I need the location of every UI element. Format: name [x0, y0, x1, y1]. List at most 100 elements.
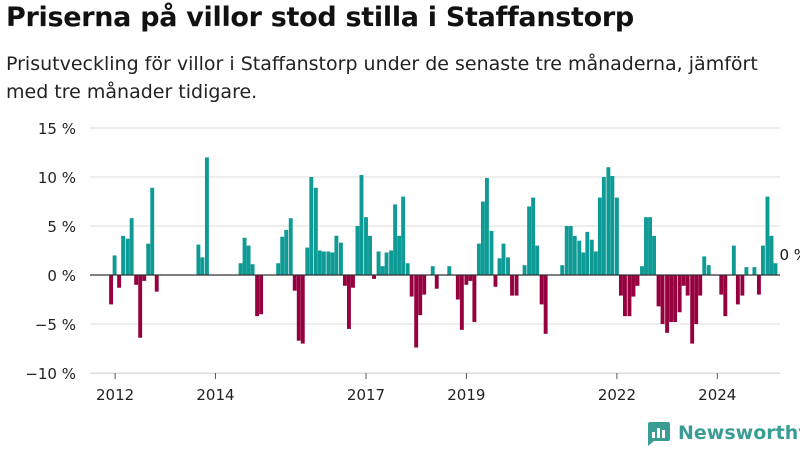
bar: [447, 266, 452, 275]
bar: [564, 226, 569, 275]
bar: [698, 275, 703, 296]
x-axis: 2012 2014 2017 2019 2022 2024: [90, 373, 780, 404]
bar: [346, 275, 351, 329]
bar: [380, 266, 385, 275]
bar: [351, 275, 355, 288]
bar: [585, 231, 590, 275]
bar: [409, 275, 414, 297]
bar: [476, 243, 481, 275]
bar: [305, 247, 310, 275]
bar: [296, 275, 301, 341]
bar-chart-logo-icon: [648, 422, 670, 446]
bar: [276, 263, 281, 275]
bar: [154, 275, 159, 292]
bar: [597, 197, 602, 275]
bar: [769, 235, 774, 275]
bar: [309, 177, 314, 275]
bar: [694, 275, 699, 324]
bar: [681, 275, 686, 286]
bar: [501, 243, 506, 275]
bar: [338, 242, 343, 275]
grid-lines: [90, 127, 780, 374]
bar: [468, 275, 473, 281]
bar: [364, 217, 368, 275]
bar: [719, 275, 724, 295]
bar: [112, 255, 117, 275]
bar: [372, 275, 376, 279]
bar: [560, 265, 565, 275]
newsworthy-logo: Newsworthy: [644, 418, 800, 448]
bar: [109, 275, 114, 305]
bar: [397, 235, 402, 275]
bar: [280, 236, 285, 275]
bar: [117, 275, 122, 288]
bar: [535, 245, 540, 275]
chart-title: Priserna på villor stod stilla i Staffan…: [6, 2, 634, 33]
bar: [389, 250, 394, 275]
bar: [317, 250, 322, 275]
bar: [652, 235, 656, 275]
bar: [740, 275, 745, 296]
bar: [459, 275, 464, 330]
bar: [510, 275, 514, 296]
bar: [610, 176, 615, 275]
bar: [284, 229, 289, 275]
chart-subtitle: Prisutveckling för villor i Staffanstorp…: [6, 53, 758, 103]
bar: [200, 257, 205, 275]
bar: [493, 275, 498, 287]
y-tick-label: −10 %: [25, 365, 76, 383]
x-tick-label: 2014: [196, 386, 234, 404]
bar: [330, 252, 335, 275]
bar: [622, 275, 627, 317]
y-tick-label: 0 %: [47, 267, 76, 285]
bar: [430, 266, 435, 275]
bar: [506, 257, 510, 275]
bar: [677, 275, 682, 313]
bar: [359, 175, 364, 275]
bar: [648, 217, 652, 275]
bar: [644, 217, 648, 275]
y-tick-label: 10 %: [38, 169, 76, 187]
bar: [497, 258, 502, 275]
bar: [464, 275, 469, 285]
bar: [756, 275, 761, 295]
brand-name: Newsworthy: [678, 422, 800, 444]
bar: [300, 275, 305, 344]
bar: [514, 275, 519, 296]
bar: [321, 251, 326, 275]
y-tick-label: 15 %: [38, 120, 76, 138]
bar: [355, 226, 360, 275]
bar: [593, 251, 598, 275]
x-tick-label: 2024: [698, 386, 736, 404]
bar: [259, 275, 264, 315]
bar: [522, 265, 527, 275]
bar: [146, 243, 151, 275]
bar: [384, 252, 389, 275]
bar: [660, 275, 665, 324]
bar: [601, 177, 606, 275]
bar: [204, 157, 209, 275]
bar: [246, 245, 251, 275]
bar: [255, 275, 260, 317]
bar: [568, 226, 573, 275]
bar: [735, 275, 740, 305]
bar: [543, 275, 548, 334]
bar: [138, 275, 143, 338]
bar: [288, 218, 293, 275]
bar: [418, 275, 423, 316]
bar: [669, 275, 674, 323]
bar: [250, 264, 255, 275]
bar: [631, 275, 636, 297]
y-axis-tick-labels: 15 % 10 % 5 % 0 % −5 % −10 %: [25, 120, 76, 383]
bar: [455, 275, 460, 300]
bar: [614, 197, 619, 275]
bar: [665, 275, 670, 333]
bar: [401, 196, 406, 275]
bar: [121, 235, 126, 275]
bar: [422, 275, 427, 295]
bar: [238, 263, 243, 275]
bar: [129, 218, 134, 275]
bar: [480, 201, 485, 275]
bar: [539, 275, 544, 305]
